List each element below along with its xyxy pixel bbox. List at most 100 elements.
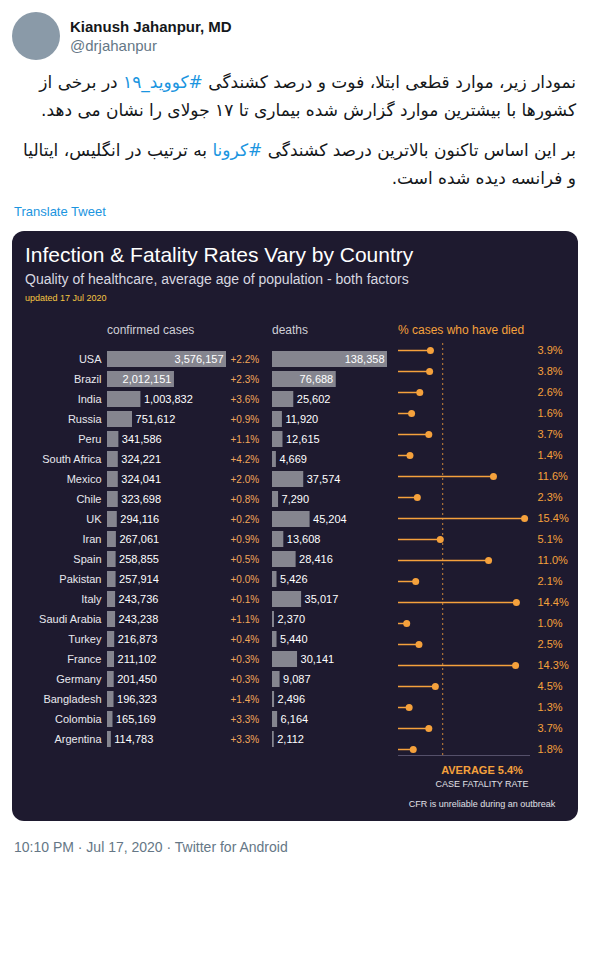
svg-text:Mexico: Mexico: [67, 473, 102, 485]
svg-text:1,003,832: 1,003,832: [144, 393, 193, 405]
svg-text:1.6%: 1.6%: [538, 407, 563, 419]
svg-text:3.7%: 3.7%: [538, 722, 563, 734]
svg-text:Colombia: Colombia: [55, 713, 102, 725]
svg-text:138,358: 138,358: [345, 353, 385, 365]
svg-text:45,204: 45,204: [313, 513, 347, 525]
svg-text:+0.5%: +0.5%: [231, 554, 260, 565]
svg-text:267,061: 267,061: [119, 533, 159, 545]
svg-text:+1.1%: +1.1%: [231, 614, 260, 625]
svg-text:+2.0%: +2.0%: [231, 474, 260, 485]
svg-text:1.0%: 1.0%: [538, 617, 563, 629]
svg-text:201,450: 201,450: [117, 673, 157, 685]
svg-text:UK: UK: [86, 513, 102, 525]
svg-text:11.6%: 11.6%: [538, 470, 569, 482]
svg-text:14.3%: 14.3%: [538, 659, 569, 671]
svg-text:+0.3%: +0.3%: [231, 654, 260, 665]
svg-text:3,576,157: 3,576,157: [175, 353, 224, 365]
svg-text:294,116: 294,116: [120, 513, 159, 525]
svg-text:751,612: 751,612: [136, 413, 176, 425]
svg-text:2.6%: 2.6%: [538, 386, 563, 398]
svg-text:+0.8%: +0.8%: [231, 494, 260, 505]
svg-text:14.4%: 14.4%: [538, 596, 569, 608]
svg-text:Turkey: Turkey: [68, 633, 102, 645]
svg-text:30,141: 30,141: [301, 653, 335, 665]
svg-text:35,017: 35,017: [305, 593, 339, 605]
svg-text:76,688: 76,688: [300, 373, 334, 385]
svg-text:114,783: 114,783: [114, 733, 153, 745]
svg-text:+0.9%: +0.9%: [231, 414, 260, 425]
svg-text:+3.6%: +3.6%: [231, 394, 260, 405]
svg-text:13,608: 13,608: [287, 533, 321, 545]
svg-text:+4.2%: +4.2%: [231, 454, 260, 465]
svg-text:2.5%: 2.5%: [538, 638, 563, 650]
svg-text:4.5%: 4.5%: [538, 680, 563, 692]
svg-text:5,426: 5,426: [280, 573, 308, 585]
svg-text:324,221: 324,221: [121, 453, 161, 465]
svg-text:Italy: Italy: [81, 593, 102, 605]
svg-text:3.8%: 3.8%: [538, 365, 563, 377]
svg-text:1.8%: 1.8%: [538, 743, 563, 755]
svg-text:+0.3%: +0.3%: [231, 674, 260, 685]
svg-text:+0.2%: +0.2%: [231, 514, 260, 525]
svg-text:216,873: 216,873: [118, 633, 158, 645]
svg-text:+3.3%: +3.3%: [231, 734, 260, 745]
svg-text:7,290: 7,290: [282, 493, 310, 505]
svg-text:11.0%: 11.0%: [538, 554, 569, 566]
svg-text:India: India: [78, 393, 103, 405]
svg-text:2,496: 2,496: [278, 693, 306, 705]
svg-text:USA: USA: [79, 353, 102, 365]
svg-text:Brazil: Brazil: [74, 373, 102, 385]
svg-text:France: France: [67, 653, 101, 665]
svg-text:Iran: Iran: [83, 533, 102, 545]
svg-text:5.1%: 5.1%: [538, 533, 563, 545]
svg-text:9,087: 9,087: [283, 673, 311, 685]
svg-text:15.4%: 15.4%: [538, 512, 569, 524]
svg-text:3.9%: 3.9%: [538, 344, 563, 356]
svg-text:243,736: 243,736: [119, 593, 159, 605]
svg-text:4,669: 4,669: [279, 453, 307, 465]
svg-text:2,112: 2,112: [277, 733, 304, 745]
svg-text:243,238: 243,238: [119, 613, 159, 625]
svg-text:324,041: 324,041: [121, 473, 161, 485]
svg-text:+2.2%: +2.2%: [231, 354, 260, 365]
svg-text:2,012,151: 2,012,151: [123, 373, 172, 385]
svg-text:196,323: 196,323: [117, 693, 157, 705]
svg-text:Peru: Peru: [78, 433, 101, 445]
svg-text:28,416: 28,416: [299, 553, 333, 565]
svg-text:165,169: 165,169: [116, 713, 156, 725]
svg-text:2,370: 2,370: [277, 613, 305, 625]
svg-text:5,440: 5,440: [280, 633, 308, 645]
svg-text:Spain: Spain: [73, 553, 101, 565]
svg-text:12,615: 12,615: [286, 433, 320, 445]
svg-text:Pakistan: Pakistan: [59, 573, 101, 585]
svg-text:1.3%: 1.3%: [538, 701, 563, 713]
svg-text:257,914: 257,914: [119, 573, 159, 585]
svg-text:South Africa: South Africa: [42, 453, 102, 465]
svg-text:211,102: 211,102: [118, 653, 157, 665]
svg-text:Saudi Arabia: Saudi Arabia: [39, 613, 102, 625]
svg-text:Germany: Germany: [56, 673, 102, 685]
svg-text:258,855: 258,855: [119, 553, 159, 565]
svg-text:+0.1%: +0.1%: [231, 594, 260, 605]
svg-text:2.3%: 2.3%: [538, 491, 563, 503]
svg-text:+3.3%: +3.3%: [231, 714, 260, 725]
svg-text:323,698: 323,698: [121, 493, 161, 505]
svg-text:+0.9%: +0.9%: [231, 534, 260, 545]
svg-text:Bangladesh: Bangladesh: [43, 693, 101, 705]
svg-text:+1.4%: +1.4%: [231, 694, 260, 705]
svg-text:6,164: 6,164: [281, 713, 309, 725]
svg-text:37,574: 37,574: [307, 473, 341, 485]
svg-text:Argentina: Argentina: [54, 733, 102, 745]
svg-text:Russia: Russia: [68, 413, 103, 425]
svg-text:Chile: Chile: [76, 493, 101, 505]
svg-text:+0.0%: +0.0%: [231, 574, 260, 585]
svg-text:+2.3%: +2.3%: [231, 374, 260, 385]
svg-text:341,586: 341,586: [122, 433, 162, 445]
svg-text:+0.4%: +0.4%: [231, 634, 260, 645]
svg-text:1.4%: 1.4%: [538, 449, 563, 461]
svg-text:2.1%: 2.1%: [538, 575, 563, 587]
svg-text:3.7%: 3.7%: [538, 428, 563, 440]
svg-text:+1.1%: +1.1%: [231, 434, 260, 445]
svg-text:11,920: 11,920: [285, 413, 318, 425]
svg-text:25,602: 25,602: [297, 393, 331, 405]
